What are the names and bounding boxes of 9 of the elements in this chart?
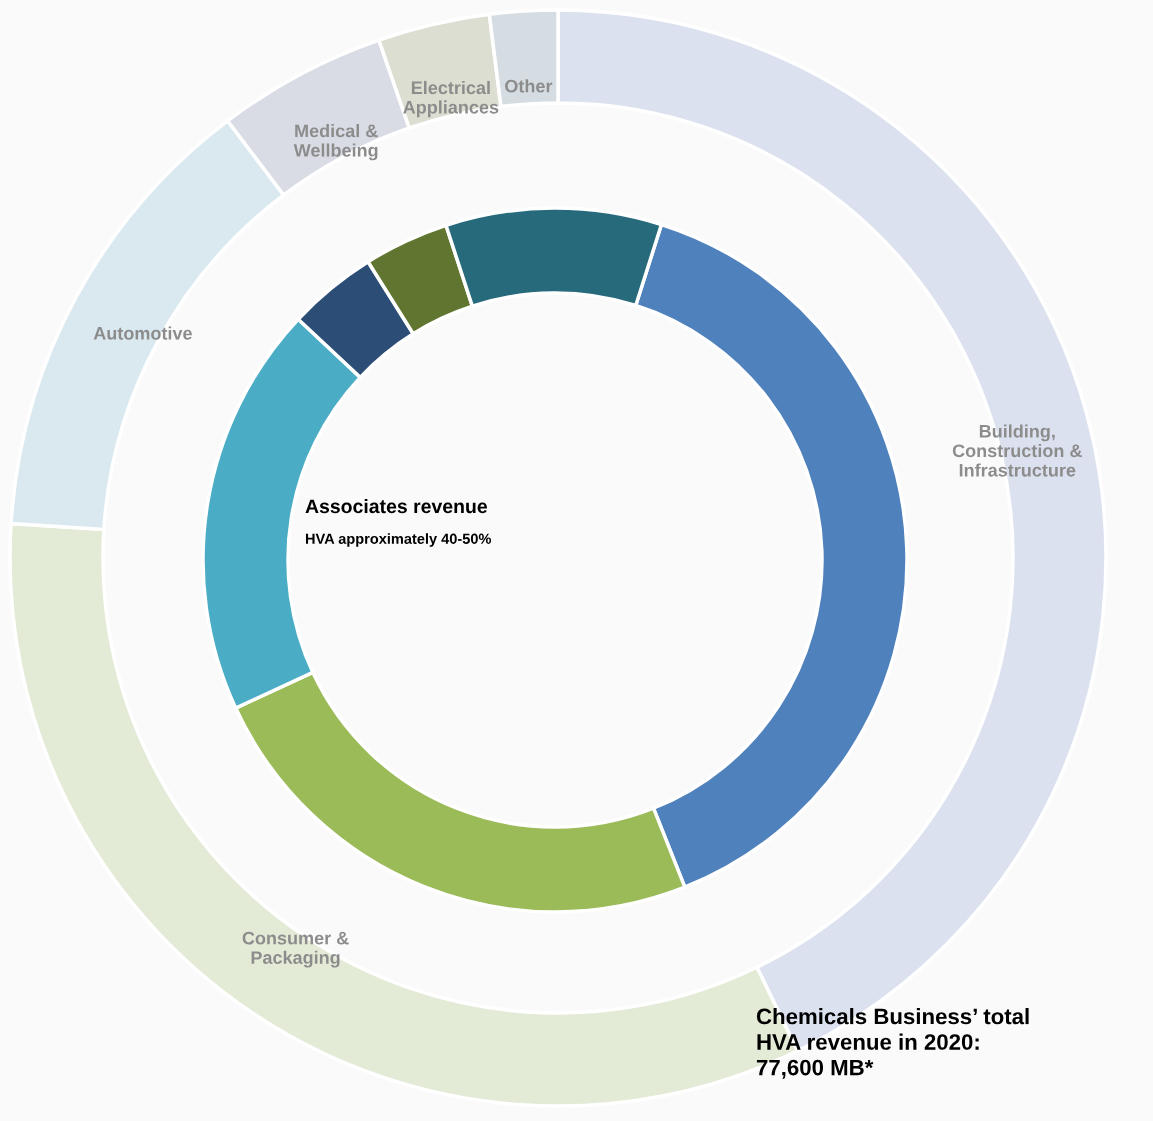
text: Chemicals Business’ total HVA revenue in 2020: 77,600 MB*: [756, 1008, 1029, 1079]
text: Associates revenue: [305, 498, 487, 514]
slice-label: Consumer & Packaging: [242, 931, 349, 968]
slice-label: Automotive: [93, 326, 192, 340]
slice-label: Other: [505, 79, 553, 93]
slice-label: Electrical Appliances: [403, 80, 499, 118]
slice-label: Building, Construction & Infrastructure: [952, 424, 1082, 477]
text: HVA approximately 40-50%: [305, 533, 492, 547]
slice-label: Medical & Wellbeing: [293, 124, 378, 161]
